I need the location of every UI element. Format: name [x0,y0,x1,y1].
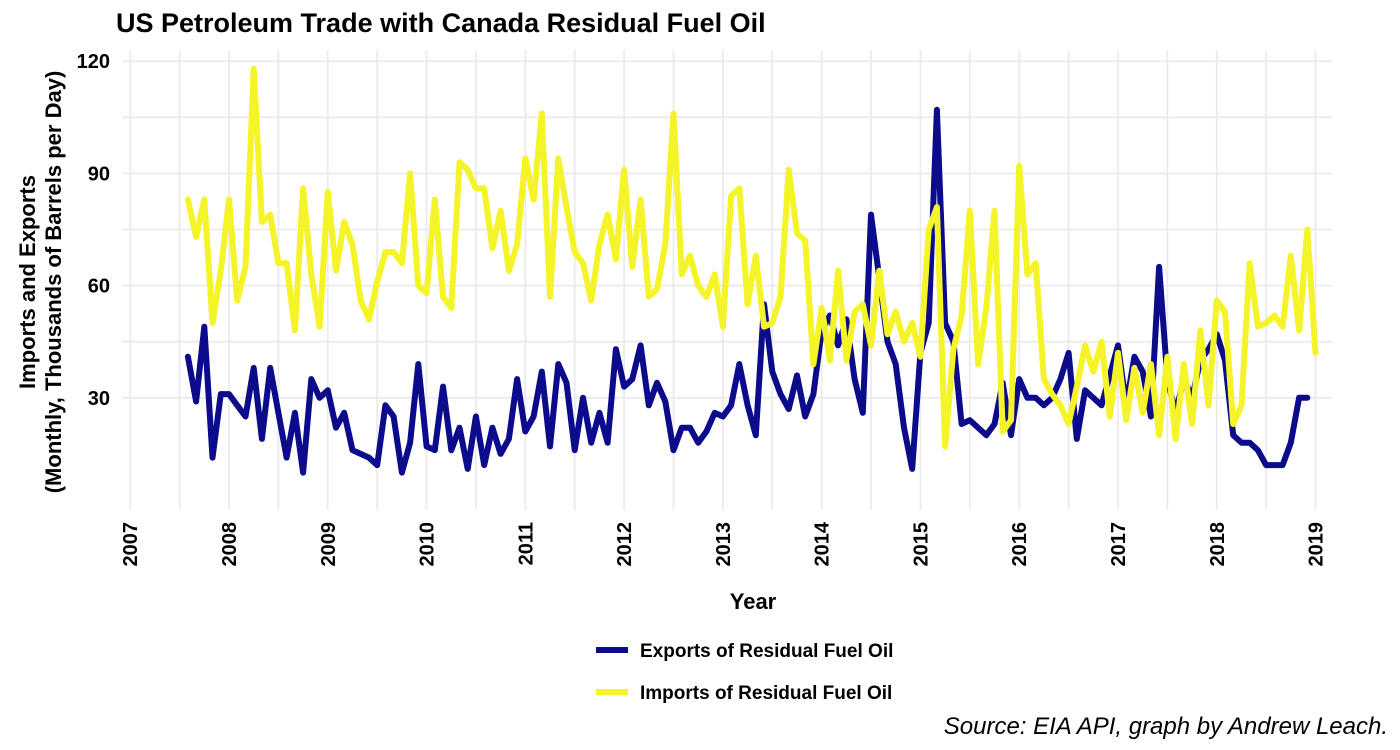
x-tick-label: 2010 [417,522,439,567]
y-tick-label: 30 [88,388,110,410]
y-axis-title-line1: Imports and Exports [15,175,40,389]
x-tick-label: 2015 [910,522,932,567]
x-tick-label: 2018 [1207,522,1229,567]
chart-title: US Petroleum Trade with Canada Residual … [116,8,766,38]
y-axis-ticks: 30 60 90 120 [77,51,110,410]
x-tick-label: 2016 [1009,522,1031,567]
x-tick-label: 2013 [713,522,735,567]
series-line-imports [184,65,1319,450]
x-tick-label: 2008 [219,522,241,567]
x-tick-label: 2012 [614,522,636,567]
x-tick-label: 2007 [120,522,142,567]
series-lines [184,65,1319,476]
x-axis-ticks: 2007 2008 2009 2010 2011 2012 2013 2014 2015 2016… [120,521,1327,566]
x-tick-label: 2019 [1306,522,1328,567]
x-axis-title: Year [730,589,777,614]
y-tick-label: 90 [88,163,110,185]
legend-label-exports: Exports of Residual Fuel Oil [640,641,893,662]
x-tick-label: 2017 [1108,522,1130,567]
y-tick-label: 120 [77,51,110,73]
y-tick-label: 60 [88,276,110,298]
legend-label-imports: Imports of Residual Fuel Oil [640,683,892,704]
caption: Source: EIA API, graph by Andrew Leach. [944,713,1388,740]
x-tick-label: 2009 [318,522,340,567]
x-tick-label: 2014 [812,521,834,566]
y-axis-title: Imports and Exports (Monthly, Thousands … [15,71,66,494]
y-axis-title-line2: (Monthly, Thousands of Barrels per Day) [41,71,66,494]
legend: Exports of Residual Fuel Oil Imports of … [596,641,893,704]
x-tick-label: 2011 [515,522,537,565]
